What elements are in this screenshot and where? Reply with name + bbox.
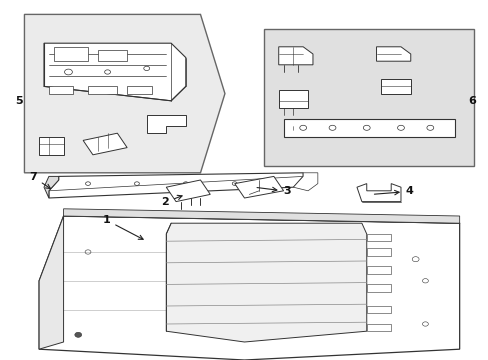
Polygon shape <box>39 216 63 349</box>
Polygon shape <box>278 47 312 65</box>
Polygon shape <box>166 223 366 342</box>
Polygon shape <box>146 115 185 133</box>
Polygon shape <box>88 86 117 94</box>
Polygon shape <box>39 216 459 360</box>
Polygon shape <box>49 173 303 198</box>
Polygon shape <box>54 47 88 61</box>
Text: 3: 3 <box>257 186 291 197</box>
Text: 4: 4 <box>374 186 413 197</box>
Polygon shape <box>376 47 410 61</box>
Polygon shape <box>127 86 151 94</box>
Polygon shape <box>366 266 390 274</box>
Polygon shape <box>293 173 317 191</box>
Polygon shape <box>166 180 210 202</box>
Polygon shape <box>366 306 390 313</box>
Polygon shape <box>44 176 59 198</box>
Polygon shape <box>283 119 454 137</box>
Circle shape <box>75 332 81 337</box>
Polygon shape <box>366 324 390 331</box>
Bar <box>264 29 473 166</box>
Polygon shape <box>63 209 459 223</box>
Text: 1: 1 <box>102 215 143 239</box>
Polygon shape <box>83 133 127 155</box>
Polygon shape <box>98 50 127 61</box>
Text: 6: 6 <box>467 96 475 106</box>
Polygon shape <box>234 176 283 198</box>
Text: 7: 7 <box>29 172 50 189</box>
Polygon shape <box>356 184 400 202</box>
Polygon shape <box>44 43 185 101</box>
Polygon shape <box>366 284 390 292</box>
Polygon shape <box>381 79 410 94</box>
Polygon shape <box>366 234 390 241</box>
Polygon shape <box>39 137 63 155</box>
Polygon shape <box>366 248 390 256</box>
Text: 2: 2 <box>161 195 182 207</box>
Text: 5: 5 <box>15 96 22 106</box>
Polygon shape <box>278 90 307 108</box>
Polygon shape <box>49 86 73 94</box>
Polygon shape <box>24 14 224 173</box>
